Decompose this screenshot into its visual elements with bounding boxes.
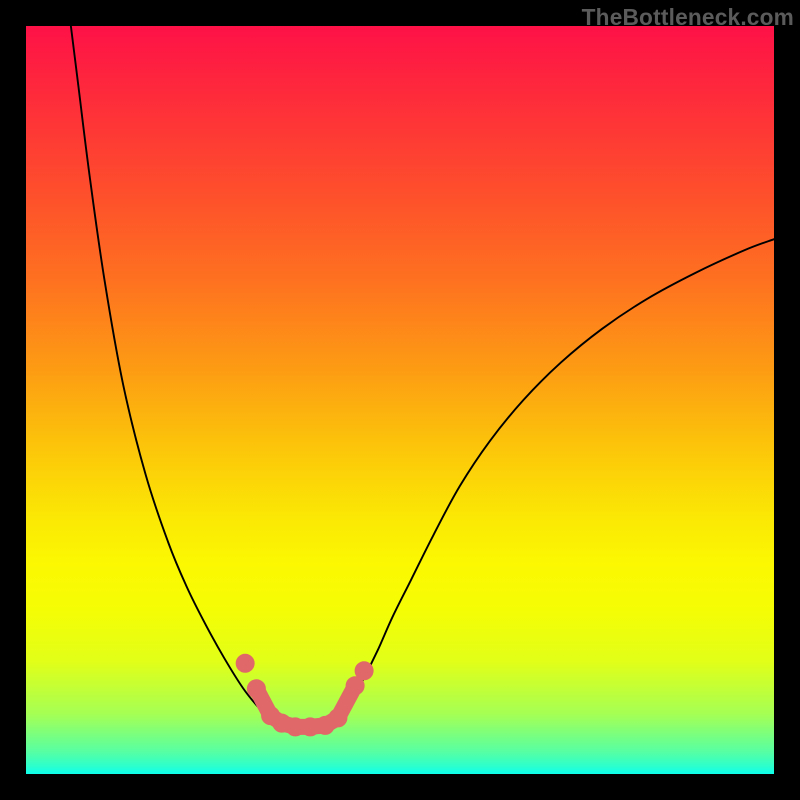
chart-svg <box>0 0 800 800</box>
marker-dot-bottom-5 <box>329 709 347 727</box>
chart-plot-area <box>26 26 774 774</box>
marker-dot-left-1 <box>247 680 265 698</box>
marker-dot-left-0 <box>236 654 254 672</box>
marker-dot-right-1 <box>355 662 373 680</box>
chart-stage: TheBottleneck.com <box>0 0 800 800</box>
